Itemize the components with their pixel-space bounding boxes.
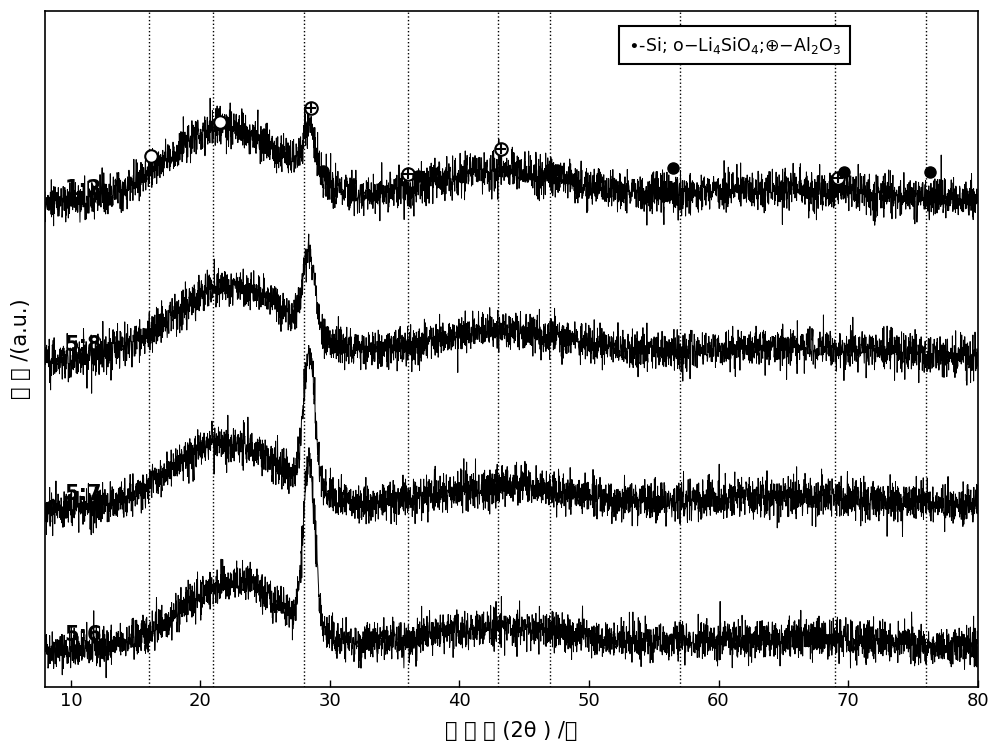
Text: 5:6: 5:6 — [64, 625, 102, 645]
Text: $\bullet$-Si; o$-$Li$_4$SiO$_4$;$\oplus$$-$Al$_2$O$_3$: $\bullet$-Si; o$-$Li$_4$SiO$_4$;$\oplus$… — [628, 35, 841, 56]
Text: 5:8: 5:8 — [64, 335, 102, 355]
Y-axis label: 强 度 /(a.u.): 强 度 /(a.u.) — [11, 299, 31, 399]
Text: 1:2: 1:2 — [64, 179, 102, 199]
Text: 5:7: 5:7 — [64, 484, 102, 504]
X-axis label: 衍 射 角 (2θ ) /度: 衍 射 角 (2θ ) /度 — [445, 721, 577, 741]
